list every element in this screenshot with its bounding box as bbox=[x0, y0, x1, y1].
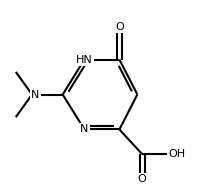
Text: N: N bbox=[31, 90, 39, 99]
Text: OH: OH bbox=[168, 149, 185, 159]
Text: O: O bbox=[137, 174, 146, 184]
Text: HN: HN bbox=[76, 55, 92, 64]
Text: N: N bbox=[80, 125, 88, 134]
Text: O: O bbox=[114, 22, 123, 32]
